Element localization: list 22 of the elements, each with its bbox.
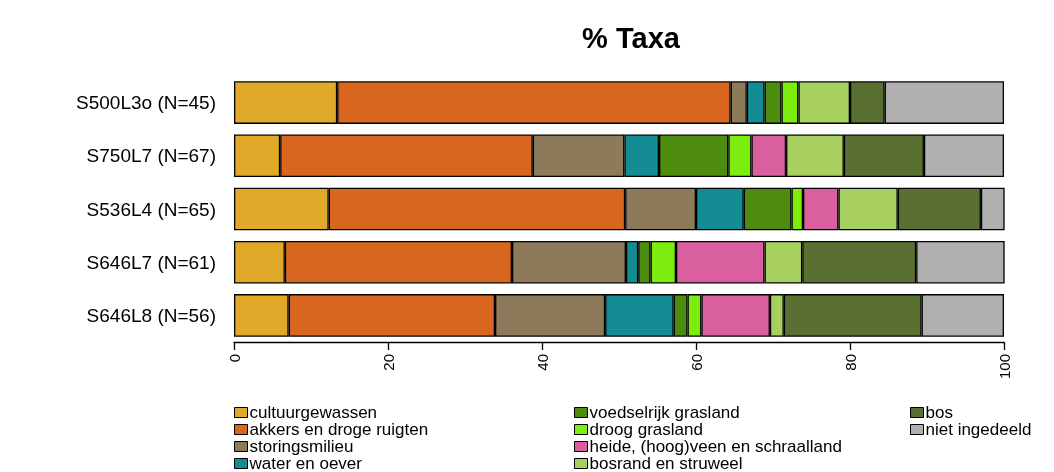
legend-label: bosrand en struweel — [589, 454, 743, 472]
legend-label: water en oever — [248, 454, 363, 472]
legend-label: heide, (hoog)veen en schraalland — [589, 437, 842, 456]
chart-title: % Taxa — [582, 21, 681, 54]
x-tick-label: 40 — [533, 354, 551, 371]
x-tick-label: 80 — [841, 354, 859, 371]
legend-label: droog grasland — [589, 420, 703, 439]
legend-label: cultuurgewassen — [249, 403, 378, 422]
y-tick-label: S500L3o (N=45) — [76, 92, 216, 114]
x-tick-label: 60 — [687, 354, 705, 371]
legend-label: storingsmilieu — [249, 437, 354, 456]
y-tick-label: S536L4 (N=65) — [86, 198, 216, 220]
legend-label: akkers en droge ruigten — [249, 420, 429, 439]
y-tick-label: S646L7 (N=61) — [86, 251, 216, 273]
y-tick-label: S646L8 (N=56) — [86, 304, 216, 326]
x-tick-label: 20 — [379, 354, 397, 371]
legend-label: voedselrijk grasland — [589, 403, 740, 422]
legend-label: niet ingedeeld — [925, 420, 1032, 439]
x-tick-label: 0 — [225, 354, 243, 363]
legend-label: bos — [925, 403, 953, 422]
y-tick-label: S750L7 (N=67) — [86, 145, 216, 167]
x-tick-label: 100 — [995, 354, 1013, 380]
